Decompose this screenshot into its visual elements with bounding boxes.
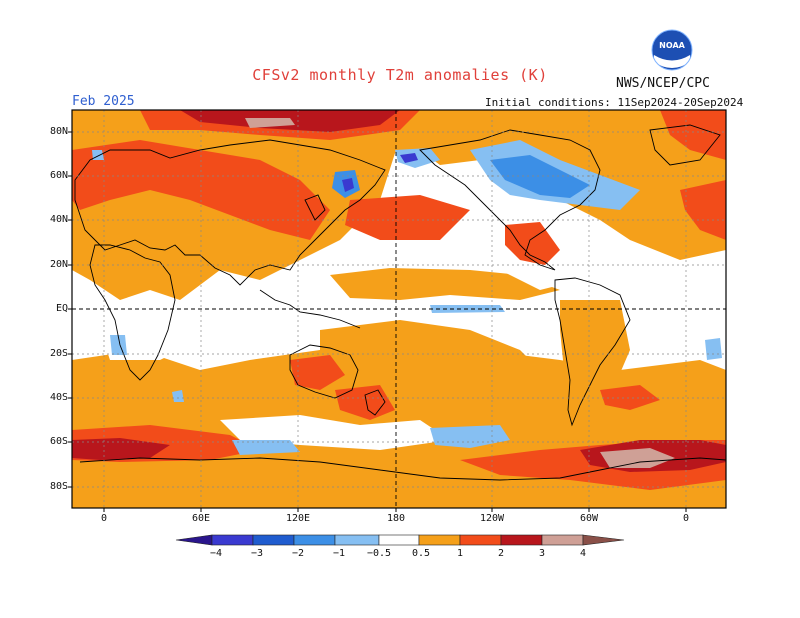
colorbar-label: −3	[250, 548, 264, 559]
lat-label-20n: 20N	[49, 259, 68, 270]
chart-title: CFSv2 monthly T2m anomalies (K)	[252, 66, 548, 84]
lat-label-80s: 80S	[49, 481, 68, 492]
lon-label-60w: 60W	[579, 513, 599, 524]
colorbar-label: 1	[456, 548, 464, 559]
colorbar-cell-neutral	[378, 534, 420, 546]
colorbar-cell-neg2-neg1	[293, 534, 336, 546]
colorbar-cell-2-3	[500, 534, 543, 546]
colorbar-label: −2	[291, 548, 305, 559]
colorbar-cell-lt-neg4	[175, 534, 213, 546]
colorbar-label: 0.5	[411, 548, 431, 559]
equator-dateline	[72, 110, 726, 508]
lat-label-60n: 60N	[49, 170, 68, 181]
graticule	[72, 110, 726, 508]
colorbar-cell-neg1-neg05	[334, 534, 380, 546]
lat-label-60s: 60S	[49, 436, 68, 447]
colorbar-cell-neg3-neg2	[252, 534, 295, 546]
colorbar-cell-05-1	[418, 534, 461, 546]
colorbar-label: −0.5	[366, 548, 392, 559]
agency-label: NWS/NCEP/CPC	[616, 76, 710, 91]
colorbar-cell-gt-4	[582, 534, 625, 546]
anomaly-field	[72, 110, 726, 508]
lon-label-0: 0	[100, 513, 108, 524]
colorbar-label: 2	[497, 548, 505, 559]
lat-label-80n: 80N	[49, 126, 68, 137]
colorbar-label: −4	[209, 548, 223, 559]
lat-label-20s: 20S	[49, 348, 68, 359]
lon-label-120w: 120W	[479, 513, 505, 524]
color-bar	[175, 534, 625, 546]
initial-conditions-label: Initial conditions: 11Sep2024-20Sep2024	[485, 96, 744, 109]
colorbar-cell-neg4-neg3	[211, 534, 254, 546]
forecast-month-label: Feb 2025	[72, 94, 135, 109]
colorbar-cell-3-4	[541, 534, 584, 546]
lon-label-60e: 60E	[191, 513, 211, 524]
colorbar-label: −1	[332, 548, 346, 559]
lat-label-40s: 40S	[49, 392, 68, 403]
colorbar-cell-1-2	[459, 534, 502, 546]
axis-ticks	[68, 131, 687, 512]
noaa-logo-text: NOAA	[659, 41, 685, 50]
noaa-logo-icon: NOAA	[651, 29, 693, 71]
colorbar-label: 4	[579, 548, 587, 559]
colorbar-label: 3	[538, 548, 546, 559]
lat-label-40n: 40N	[49, 214, 68, 225]
lon-label-120e: 120E	[285, 513, 311, 524]
lon-label-0-east: 0	[682, 513, 690, 524]
lat-label-eq: EQ	[55, 303, 68, 314]
coastlines	[74, 124, 726, 481]
lon-label-180: 180	[386, 513, 406, 524]
